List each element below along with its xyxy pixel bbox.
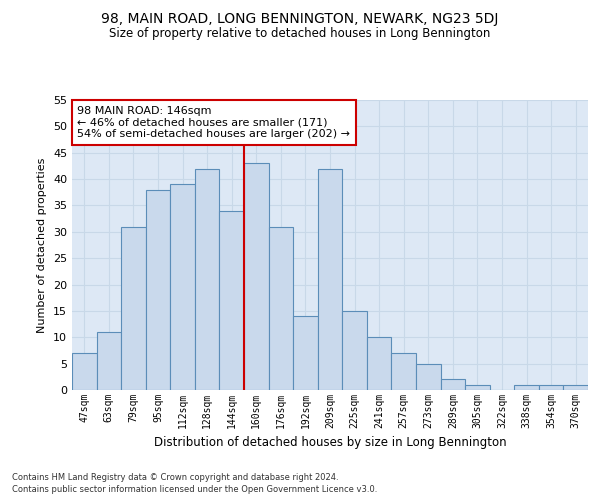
- Bar: [416, 364, 440, 390]
- Bar: [342, 311, 367, 390]
- Bar: [170, 184, 195, 390]
- Bar: [563, 384, 588, 390]
- Bar: [440, 380, 465, 390]
- Bar: [97, 332, 121, 390]
- Bar: [121, 226, 146, 390]
- Text: Contains HM Land Registry data © Crown copyright and database right 2024.: Contains HM Land Registry data © Crown c…: [12, 472, 338, 482]
- Bar: [318, 168, 342, 390]
- Bar: [269, 226, 293, 390]
- Bar: [293, 316, 318, 390]
- Bar: [195, 168, 220, 390]
- Text: 98, MAIN ROAD, LONG BENNINGTON, NEWARK, NG23 5DJ: 98, MAIN ROAD, LONG BENNINGTON, NEWARK, …: [101, 12, 499, 26]
- Text: Contains public sector information licensed under the Open Government Licence v3: Contains public sector information licen…: [12, 485, 377, 494]
- X-axis label: Distribution of detached houses by size in Long Bennington: Distribution of detached houses by size …: [154, 436, 506, 450]
- Bar: [244, 164, 269, 390]
- Bar: [220, 210, 244, 390]
- Bar: [514, 384, 539, 390]
- Bar: [367, 338, 391, 390]
- Bar: [391, 353, 416, 390]
- Bar: [146, 190, 170, 390]
- Y-axis label: Number of detached properties: Number of detached properties: [37, 158, 47, 332]
- Bar: [465, 384, 490, 390]
- Bar: [72, 353, 97, 390]
- Text: Size of property relative to detached houses in Long Bennington: Size of property relative to detached ho…: [109, 28, 491, 40]
- Bar: [539, 384, 563, 390]
- Text: 98 MAIN ROAD: 146sqm
← 46% of detached houses are smaller (171)
54% of semi-deta: 98 MAIN ROAD: 146sqm ← 46% of detached h…: [77, 106, 350, 139]
